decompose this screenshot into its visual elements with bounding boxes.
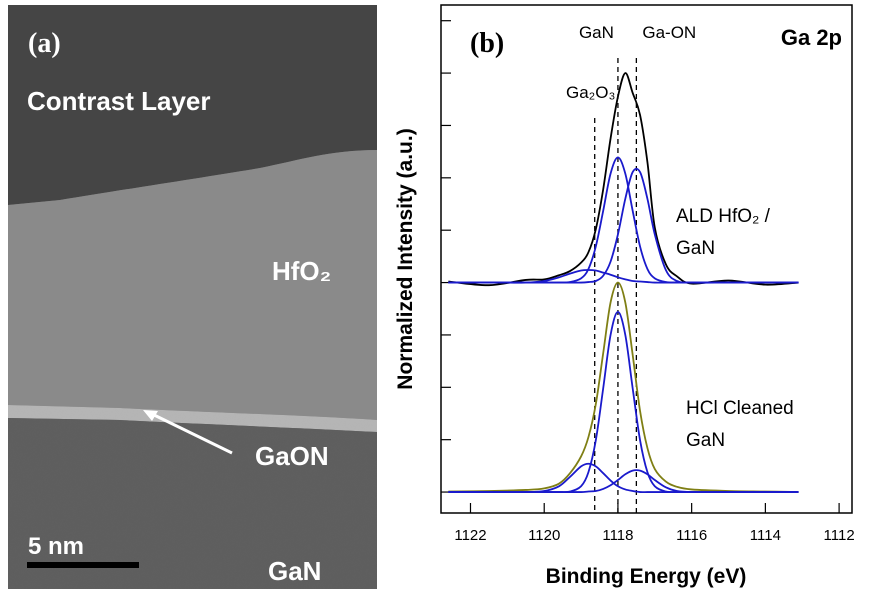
annotation: ALD HfO₂ / (676, 206, 771, 227)
tem-image (8, 5, 377, 589)
region-label: HfO₂ (272, 256, 331, 286)
x-tick-label: 1116 (676, 527, 707, 544)
panel-label: (a) (28, 28, 61, 59)
annotation: HCl Cleaned (686, 398, 794, 419)
spectrum-line (448, 462, 799, 494)
x-tick-label: 1112 (824, 527, 855, 544)
panel-label: (b) (470, 28, 504, 59)
x-tick-label: 1114 (750, 527, 781, 544)
x-tick-label: 1118 (602, 527, 633, 544)
region-label: Contrast Layer (27, 86, 211, 116)
spectrum-line (448, 469, 799, 494)
spectrum-line (448, 269, 799, 284)
x-axis-label: Binding Energy (eV) (546, 565, 747, 588)
reference-label: Ga₂O₃ (566, 83, 615, 102)
spectrum-line (448, 281, 799, 493)
scale-bar-label: 5 nm (28, 533, 84, 560)
annotation: GaN (686, 430, 725, 451)
annotation: GaN (676, 238, 715, 259)
y-axis-label: Normalized Intensity (a.u.) (394, 128, 417, 389)
x-tick-label: 1120 (528, 527, 560, 544)
x-tick-label: 1122 (454, 527, 486, 544)
chart-title: Ga 2p (781, 25, 842, 50)
spectrum-line (448, 72, 799, 287)
region-label: GaN (268, 556, 321, 586)
scale-bar (27, 562, 139, 568)
reference-label: GaN (579, 23, 614, 42)
reference-label: Ga-ON (642, 23, 696, 42)
plot-frame (440, 4, 853, 514)
region-label: GaON (255, 441, 329, 471)
arrow (149, 411, 233, 455)
arrow-head (143, 410, 158, 421)
